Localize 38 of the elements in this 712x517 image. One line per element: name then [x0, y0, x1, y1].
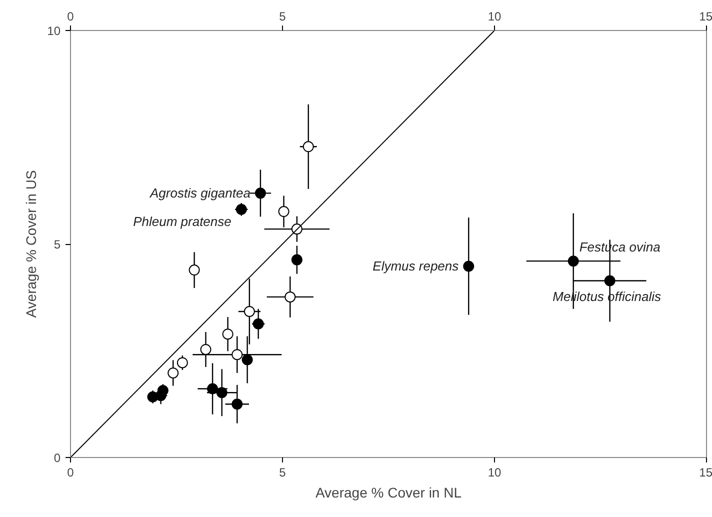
point	[157, 384, 168, 396]
point	[200, 344, 212, 355]
point	[284, 291, 296, 302]
annotation: Agrostis gigantea	[149, 186, 250, 201]
x-axis-title: Average % Cover in NL	[315, 484, 462, 500]
x-tick-label: 0	[67, 10, 74, 24]
x2-tick-label: 5	[279, 466, 286, 480]
point	[222, 328, 234, 340]
point	[168, 367, 179, 378]
annotation: Phleum pratense	[133, 214, 232, 229]
point	[278, 206, 290, 218]
point	[176, 357, 188, 368]
point	[252, 318, 264, 330]
point	[302, 141, 314, 152]
y-tick-label: 5	[54, 238, 61, 252]
point	[568, 256, 579, 267]
point	[291, 254, 302, 266]
point	[604, 275, 616, 286]
y-tick-label: 0	[54, 451, 61, 465]
x2-tick-label: 10	[488, 466, 502, 480]
x-tick-label: 5	[279, 10, 286, 24]
point	[188, 264, 200, 276]
point	[254, 188, 266, 199]
point	[216, 387, 228, 398]
point	[232, 349, 243, 360]
point	[207, 383, 218, 394]
point	[463, 260, 474, 272]
point	[242, 354, 253, 366]
x2-tick-label: 15	[699, 466, 712, 480]
annotation: Elymus repens	[372, 258, 460, 274]
y-axis-title: Average % Cover in US	[23, 170, 40, 318]
x-tick-label: 15	[699, 10, 712, 24]
point	[232, 398, 243, 410]
x2-tick-label: 0	[67, 466, 74, 480]
x-tick-label: 10	[488, 10, 502, 24]
point	[236, 204, 247, 215]
point	[244, 306, 255, 317]
y-tick-label: 10	[47, 24, 61, 38]
